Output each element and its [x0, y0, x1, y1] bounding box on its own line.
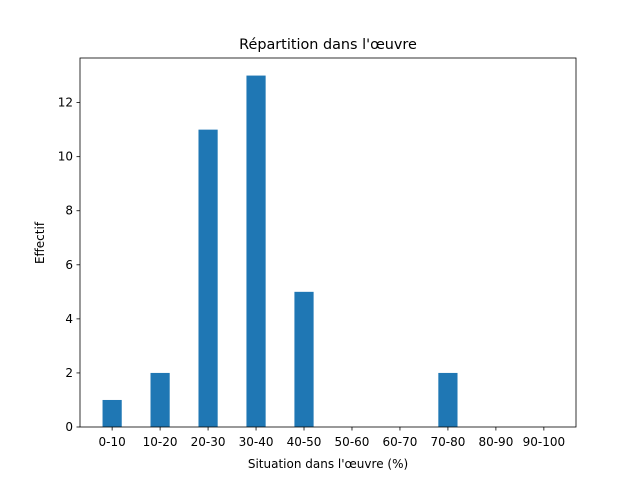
- x-tick-label: 0-10: [99, 435, 126, 449]
- y-axis-label: Effectif: [33, 221, 47, 264]
- bar: [294, 291, 314, 427]
- bar: [102, 399, 122, 427]
- x-tick-label: 10-20: [143, 435, 178, 449]
- x-tick-label: 40-50: [287, 435, 322, 449]
- y-tick-label: 8: [65, 204, 73, 218]
- y-tick-label: 12: [58, 96, 73, 110]
- x-tick-label: 50-60: [335, 435, 370, 449]
- x-tick-label: 70-80: [430, 435, 465, 449]
- x-tick-label: 90-100: [523, 435, 566, 449]
- plot-frame: [79, 57, 577, 428]
- y-tick-label: 10: [58, 150, 73, 164]
- bar: [198, 129, 218, 427]
- y-tick-label: 6: [65, 258, 73, 272]
- y-tick-label: 4: [65, 312, 73, 326]
- y-tick-label: 0: [65, 420, 73, 434]
- bar: [438, 372, 458, 427]
- bar: [150, 372, 170, 427]
- bar: [246, 75, 266, 428]
- x-tick-label: 80-90: [478, 435, 513, 449]
- x-tick-label: 60-70: [383, 435, 418, 449]
- x-tick-label: 30-40: [239, 435, 274, 449]
- chart-title: Répartition dans l'œuvre: [239, 37, 417, 53]
- x-tick-label: 20-30: [191, 435, 226, 449]
- y-tick-label: 2: [65, 366, 73, 380]
- x-axis-label: Situation dans l'œuvre (%): [248, 457, 408, 471]
